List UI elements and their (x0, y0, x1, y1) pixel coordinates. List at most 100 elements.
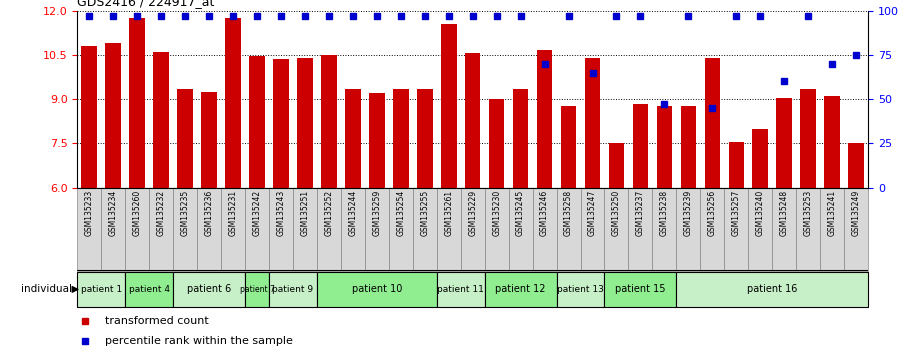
Text: GSM135242: GSM135242 (253, 190, 262, 236)
Bar (82, 46, 97, 188)
Text: GSM135239: GSM135239 (684, 190, 693, 236)
Bar (484, 188, 509, 271)
Bar (489, 99, 504, 188)
Text: patient 13: patient 13 (557, 285, 604, 294)
Text: GSM135236: GSM135236 (205, 190, 214, 236)
Bar (269, 188, 293, 271)
Text: GSM135248: GSM135248 (780, 190, 789, 236)
Text: patient 6: patient 6 (187, 284, 231, 295)
Bar (149, 188, 173, 271)
Text: patient 12: patient 12 (495, 284, 546, 295)
Text: GSM135243: GSM135243 (276, 190, 285, 236)
Bar (393, 89, 408, 188)
Bar (274, 59, 289, 188)
Text: GSM135233: GSM135233 (85, 190, 94, 236)
Text: individual: individual (22, 284, 73, 295)
Bar (681, 107, 696, 188)
Text: GSM135255: GSM135255 (420, 190, 429, 236)
Bar (676, 188, 700, 271)
Bar (365, 188, 389, 271)
Text: patient 9: patient 9 (273, 285, 314, 294)
Bar (105, 43, 121, 188)
Bar (773, 188, 796, 271)
Text: GSM135237: GSM135237 (636, 190, 644, 236)
Text: GSM135260: GSM135260 (133, 190, 142, 236)
Text: GSM135249: GSM135249 (852, 190, 861, 236)
Bar (154, 52, 169, 188)
Bar (245, 272, 269, 307)
Bar (77, 272, 125, 307)
Bar (389, 188, 413, 271)
Bar (317, 272, 436, 307)
Bar (441, 24, 456, 188)
Text: GSM135251: GSM135251 (301, 190, 309, 236)
Text: GSM135234: GSM135234 (109, 190, 117, 236)
Bar (221, 188, 245, 271)
Text: GSM135245: GSM135245 (516, 190, 525, 236)
Text: GSM135244: GSM135244 (348, 190, 357, 236)
Bar (101, 188, 125, 271)
Text: GDS2416 / 224917_at: GDS2416 / 224917_at (77, 0, 215, 8)
Bar (728, 142, 744, 188)
Text: GSM135252: GSM135252 (325, 190, 334, 236)
Bar (417, 89, 433, 188)
Bar (609, 143, 624, 188)
Bar (537, 50, 553, 188)
Text: GSM135229: GSM135229 (468, 190, 477, 236)
Text: GSM135247: GSM135247 (588, 190, 597, 236)
Text: GSM135259: GSM135259 (373, 190, 381, 236)
Bar (436, 188, 461, 271)
Bar (297, 58, 313, 188)
Bar (77, 188, 101, 271)
Bar (249, 56, 265, 188)
Bar (604, 188, 628, 271)
Bar (177, 89, 193, 188)
Text: patient 7: patient 7 (240, 285, 275, 294)
Bar (369, 93, 385, 188)
Text: GSM135235: GSM135235 (181, 190, 190, 236)
Bar (653, 188, 676, 271)
Bar (341, 188, 365, 271)
Bar (801, 89, 816, 188)
Text: GSM135241: GSM135241 (828, 190, 836, 236)
Bar (556, 272, 604, 307)
Text: GSM135256: GSM135256 (708, 190, 717, 236)
Bar (844, 188, 868, 271)
Bar (561, 107, 576, 188)
Text: patient 4: patient 4 (129, 285, 170, 294)
Bar (753, 129, 768, 188)
Text: GSM135230: GSM135230 (492, 190, 501, 236)
Text: percentile rank within the sample: percentile rank within the sample (105, 336, 293, 346)
Text: GSM135254: GSM135254 (396, 190, 405, 236)
Bar (245, 188, 269, 271)
Text: GSM135246: GSM135246 (540, 190, 549, 236)
Text: GSM135232: GSM135232 (156, 190, 165, 236)
Bar (345, 89, 361, 188)
Bar (513, 89, 528, 188)
Bar (201, 92, 217, 188)
Bar (464, 53, 481, 188)
Bar (676, 272, 868, 307)
Bar (848, 143, 864, 188)
Bar (581, 188, 604, 271)
Text: GSM135257: GSM135257 (732, 190, 741, 236)
Text: GSM135258: GSM135258 (564, 190, 573, 236)
Bar (436, 272, 484, 307)
Text: GSM135238: GSM135238 (660, 190, 669, 236)
Text: GSM135250: GSM135250 (612, 190, 621, 236)
Text: patient 11: patient 11 (437, 285, 484, 294)
Bar (225, 18, 241, 188)
Bar (461, 188, 484, 271)
Bar (796, 188, 820, 271)
Bar (633, 104, 648, 188)
Text: GSM135231: GSM135231 (228, 190, 237, 236)
Bar (269, 272, 317, 307)
Bar (584, 58, 600, 188)
Bar (533, 188, 556, 271)
Bar (321, 55, 336, 188)
Bar (824, 96, 840, 188)
Text: GSM135253: GSM135253 (804, 190, 813, 236)
Bar (604, 272, 676, 307)
Text: GSM135240: GSM135240 (755, 190, 764, 236)
Text: GSM135261: GSM135261 (445, 190, 454, 236)
